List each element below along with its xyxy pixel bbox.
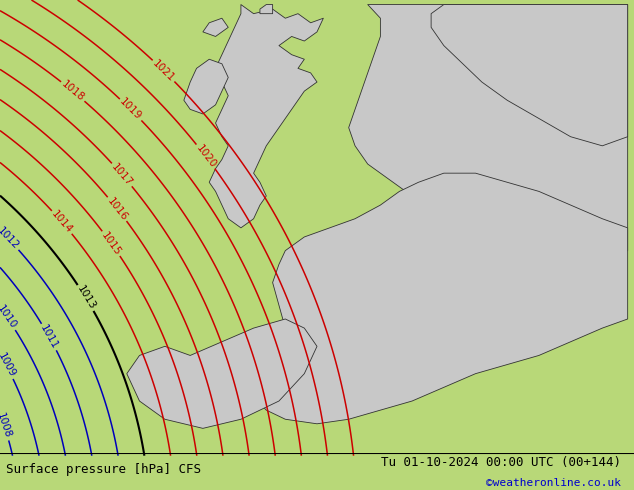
Text: 1009: 1009 [0, 351, 17, 379]
Text: 1020: 1020 [194, 143, 217, 170]
Text: 1016: 1016 [105, 196, 129, 222]
Text: 1018: 1018 [60, 79, 86, 103]
Text: 1014: 1014 [49, 209, 74, 235]
Text: 1011: 1011 [39, 323, 60, 351]
Text: 1012: 1012 [0, 226, 21, 252]
Text: 1013: 1013 [75, 284, 97, 312]
Text: 1015: 1015 [100, 230, 123, 257]
Text: Tu 01-10-2024 00:00 UTC (00+144): Tu 01-10-2024 00:00 UTC (00+144) [381, 456, 621, 469]
Text: 1010: 1010 [0, 304, 18, 331]
Text: 1021: 1021 [151, 58, 177, 84]
Text: 1017: 1017 [110, 162, 134, 188]
Text: 1019: 1019 [118, 97, 144, 122]
Text: Surface pressure [hPa] CFS: Surface pressure [hPa] CFS [6, 463, 202, 476]
Text: 1008: 1008 [0, 412, 13, 440]
Text: ©weatheronline.co.uk: ©weatheronline.co.uk [486, 478, 621, 488]
